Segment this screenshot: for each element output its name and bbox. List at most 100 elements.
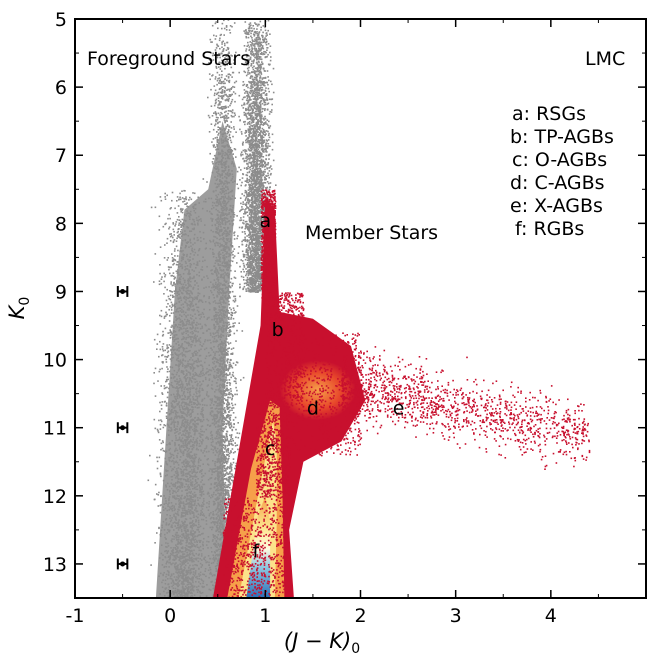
foreground-point [220,101,222,103]
foreground-point [228,326,230,329]
foreground-point [167,332,169,334]
foreground-point [175,270,178,273]
foreground-point [176,261,179,263]
foreground-point [227,116,230,119]
foreground-point [224,394,226,397]
foreground-point [223,457,225,460]
foreground-point [212,59,215,61]
foreground-point [240,131,243,133]
foreground-point [233,231,236,233]
foreground-point [238,246,240,248]
foreground-point [224,447,227,449]
foreground-point [174,259,176,261]
foreground-point [234,465,237,467]
foreground-point [223,423,225,426]
foreground-point [228,455,230,457]
foreground-point [224,392,226,395]
foreground-point [232,250,234,253]
foreground-point [174,225,176,227]
foreground-point [166,242,168,244]
foreground-point [228,290,230,293]
foreground-point [156,456,158,459]
foreground-point [176,255,179,257]
foreground-point [226,462,228,465]
foreground-point [160,408,163,410]
foreground-point [232,419,235,421]
foreground-point [232,458,235,460]
foreground-point [234,299,237,302]
foreground-point [173,290,176,292]
foreground-point [170,266,172,269]
foreground-point [223,42,226,45]
foreground-point [227,99,230,101]
foreground-point [216,136,218,139]
foreground-point [223,417,225,420]
foreground-point [223,475,226,478]
foreground-point [222,435,225,437]
foreground-point [228,495,231,497]
foreground-point [157,430,159,432]
foreground-point [176,196,179,198]
foreground-point [154,253,157,255]
foreground-point [229,32,232,34]
foreground-point [158,283,161,286]
foreground-point [237,448,239,451]
foreground-point [230,277,233,280]
foreground-point [153,372,155,374]
foreground-point [175,240,178,242]
foreground-point [234,393,236,396]
foreground-point [227,447,230,450]
foreground-point [164,286,166,289]
foreground-point [214,38,217,40]
foreground-point [160,315,163,318]
foreground-point [177,235,179,237]
foreground-point [230,443,233,445]
foreground-point [168,383,170,385]
foreground-point [231,429,234,432]
foreground-point [172,272,175,274]
foreground-point [166,396,169,399]
foreground-point [171,253,173,255]
foreground-point [231,402,233,405]
foreground-point [223,485,226,487]
foreground-point [211,141,213,143]
foreground-point [231,93,233,96]
foreground-point [227,369,229,372]
foreground-point [160,385,162,387]
foreground-point [233,255,236,257]
foreground-point [163,385,166,387]
foreground-point [218,39,221,42]
foreground-point [165,380,167,383]
foreground-point [238,432,241,435]
foreground-point [216,79,219,82]
foreground-point [230,422,232,424]
foreground-point [207,114,210,117]
foreground-point [229,427,232,429]
foreground-point [168,226,171,228]
foreground-point [228,296,231,298]
foreground-point [227,406,230,409]
foreground-point [208,73,211,75]
foreground-point [225,25,228,27]
foreground-point [154,206,157,209]
foreground-point [174,223,177,225]
foreground-point [166,356,168,358]
foreground-point [178,236,181,238]
foreground-point [173,278,176,280]
foreground-point [179,209,182,211]
foreground-point [228,312,231,315]
foreground-point [239,283,241,286]
foreground-point [149,454,151,457]
foreground-point [239,219,241,222]
foreground-point [220,111,222,114]
foreground-point [178,216,180,218]
foreground-point [233,115,235,118]
foreground-point [165,306,168,308]
foreground-point [168,344,171,346]
foreground-point [176,212,179,214]
foreground-point [212,52,214,55]
foreground-point [170,281,172,283]
foreground-point [231,115,233,118]
foreground-point [170,349,172,352]
foreground-point [236,389,238,392]
